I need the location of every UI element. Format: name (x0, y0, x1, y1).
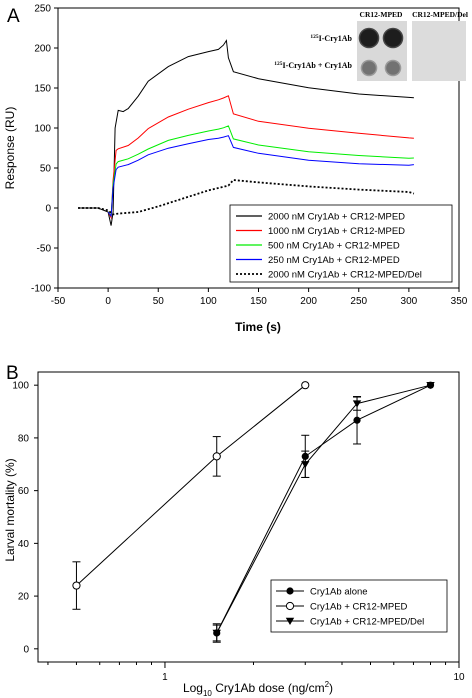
panel-a-axes: -50 0 50 100 150 200 250 300 350-100-50050100150… (31, 4, 468, 308)
panel-a: A -50 0 50 100 150 200 250 300 350-100-500501001… (3, 4, 468, 335)
panel-b-legend: Cry1Ab alone Cry1Ab + CR12-MPED Cry1Ab + C… (270, 579, 448, 633)
panel-b-x-axis-label: Log10 Cry1Ab dose (ng/cm2) (183, 680, 333, 698)
legend-label-4: 250 nM Cry1Ab + CR12-MPED (268, 255, 400, 266)
panel-b-label: B (6, 363, 19, 384)
inset-spots (358, 27, 404, 77)
marker-open-circle (301, 381, 310, 390)
x-tick-label: 200 (300, 296, 317, 307)
inset-row-label-1: 125I-Cry1Ab (310, 34, 352, 43)
marker-triangle-down (352, 400, 362, 408)
x-tick-label: 300 (401, 296, 418, 307)
panel-b-frame (37, 371, 460, 663)
inset-col-header-1: CR12-MPED (360, 10, 403, 19)
x-tick-label: -50 (51, 296, 66, 307)
inset-blot: CR12-MPED CR12-MPED/Del 125I-Cry1Ab 125I… (274, 10, 468, 81)
y-tick-label: 80 (18, 433, 30, 444)
marker-triangle-down (426, 381, 435, 390)
legend-label-1: Cry1Ab alone (310, 587, 368, 598)
marker-filled-circle (286, 587, 294, 595)
marker-open-circle (285, 601, 295, 611)
marker-filled-circle (353, 416, 361, 424)
panel-a-legend-box (229, 204, 453, 283)
y-tick-label: 150 (34, 84, 51, 95)
legend-label-3: Cry1Ab + CR12-MPED/Del (310, 617, 424, 628)
panel-b-data (72, 381, 435, 643)
marker-triangle-down (301, 461, 310, 469)
inset-col-header-2: CR12-MPED/Del (412, 10, 468, 19)
legend-label-3: 500 nM Cry1Ab + CR12-MPED (268, 241, 400, 252)
panel-a-series-lines (78, 39, 415, 226)
y-tick-label: 100 (12, 381, 29, 392)
x-tick-label: 100 (200, 296, 217, 307)
legend-label-5: 2000 nM Cry1Ab + CR12-MPED/Del (268, 270, 422, 281)
blot-spot (384, 29, 402, 47)
y-tick-label: 50 (40, 164, 52, 175)
series-line-2 (107, 95, 414, 220)
panel-b-y-axis-label: Larval mortality (%) (3, 458, 17, 561)
x-tick-label: 10 (453, 672, 465, 683)
marker-open-circle (72, 581, 81, 590)
y-tick-label: -50 (37, 244, 52, 255)
y-tick-label: 0 (45, 204, 51, 215)
blot-spot (386, 61, 400, 75)
legend-label-2: Cry1Ab + CR12-MPED (310, 602, 408, 613)
panel-a-label: A (7, 6, 20, 27)
blot-spot (360, 29, 378, 47)
marker-open-circle (212, 452, 221, 461)
y-tick-label: 250 (34, 4, 51, 15)
y-tick-label: 60 (18, 486, 30, 497)
panel-a-legend: 2000 nM Cry1Ab + CR12-MPED 1000 nM Cry1Ab… (229, 204, 453, 283)
y-tick-label: 40 (18, 539, 30, 550)
series-line-1 (216, 384, 431, 634)
series-line-3 (107, 125, 414, 218)
x-tick-label: 1 (162, 672, 168, 683)
y-tick-label: 100 (34, 124, 51, 135)
inset-row-label-2: 125I-Cry1Ab + Cry1Ab (274, 61, 352, 70)
y-tick-label: 200 (34, 44, 51, 55)
x-tick-label: 150 (250, 296, 267, 307)
marker-filled-circle (301, 452, 309, 460)
marker-triangle-down (285, 617, 295, 625)
x-tick-label: 50 (153, 296, 165, 307)
panel-a-plot-area (78, 39, 415, 226)
panel-a-y-axis-label: Response (RU) (3, 107, 17, 190)
series-line-3 (216, 384, 431, 634)
x-tick-label: 350 (451, 296, 468, 307)
panel-b-legend-entries: Cry1Ab alone Cry1Ab + CR12-MPED Cry1Ab + C… (276, 587, 424, 628)
panel-a-legend-entries: 2000 nM Cry1Ab + CR12-MPED 1000 nM Cry1Ab… (236, 212, 422, 281)
panel-a-x-axis-label: Time (s) (235, 320, 281, 334)
blot-spot (362, 61, 376, 75)
legend-label-1: 2000 nM Cry1Ab + CR12-MPED (268, 212, 405, 223)
x-tick-label: 250 (350, 296, 367, 307)
legend-label-2: 1000 nM Cry1Ab + CR12-MPED (268, 226, 405, 237)
y-tick-label: 20 (18, 592, 30, 603)
inset-membrane-right (412, 21, 466, 81)
marker-triangle-down (212, 629, 221, 637)
y-tick-label: 0 (23, 644, 29, 655)
series-line-4 (107, 135, 414, 218)
x-tick-label: 0 (105, 296, 111, 307)
series-line-2 (76, 384, 306, 586)
y-tick-label: -100 (31, 284, 51, 295)
